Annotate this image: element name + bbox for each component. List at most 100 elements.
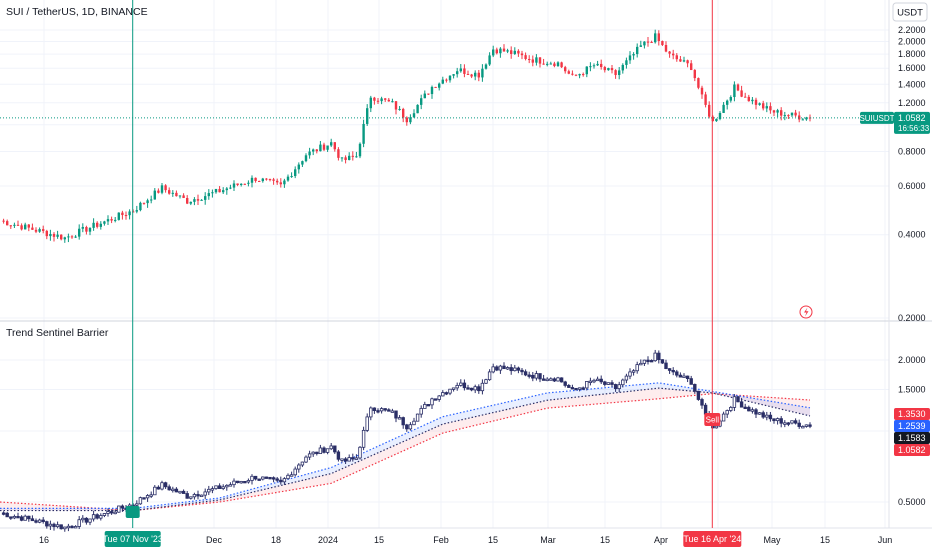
- price-axis-tick: 0.2000: [898, 313, 926, 323]
- price-candle-body: [798, 115, 801, 120]
- ind-candle-body: [275, 478, 279, 481]
- price-candle-body: [236, 183, 239, 185]
- ind-candle-body: [300, 461, 305, 466]
- price-candle-body: [117, 212, 120, 220]
- currency-selector[interactable]: USDT: [892, 2, 928, 22]
- ind-candle-body: [95, 514, 99, 519]
- ind-candle-body: [311, 451, 315, 455]
- ind-candle-body: [189, 496, 193, 499]
- price-candle-body: [124, 215, 128, 217]
- ind-candle-body: [55, 524, 60, 528]
- ind-candle-body: [145, 495, 150, 499]
- ind-candle-body: [207, 488, 211, 493]
- time-axis-tick: Apr: [654, 535, 668, 545]
- price-candle-body: [121, 212, 124, 216]
- ind-candle-body: [45, 521, 49, 527]
- price-candle-body: [81, 227, 84, 229]
- red-fill-area: [0, 388, 810, 511]
- ind-candle-body: [495, 366, 499, 371]
- time-axis-tick: 15: [820, 535, 830, 545]
- ind-candle-body: [390, 410, 395, 413]
- price-candle-body: [466, 73, 470, 75]
- ind-candle-body: [16, 515, 20, 519]
- price-candle-body: [85, 227, 88, 232]
- price-candle-body: [175, 192, 178, 197]
- ind-candle-body: [556, 377, 560, 382]
- price-candle-body: [805, 117, 808, 120]
- ind-candle-body: [214, 485, 218, 490]
- price-candle-body: [348, 155, 351, 160]
- price-candle-body: [13, 224, 16, 226]
- ind-candle-body: [624, 375, 629, 381]
- ind-candle-body: [196, 494, 200, 497]
- indicator-tag-box: [894, 420, 930, 432]
- lightning-icon[interactable]: [799, 305, 813, 319]
- ind-candle-body: [693, 383, 697, 392]
- price-axis-tick: 1.4000: [898, 79, 926, 89]
- price-candle-body: [484, 64, 488, 69]
- symbol-title: SUI / TetherUS, 1D, BINANCE: [6, 6, 148, 18]
- ind-candle-body: [804, 424, 809, 427]
- price-candle-body: [499, 48, 502, 54]
- price-candle-body: [286, 176, 290, 181]
- price-candle-body: [693, 70, 696, 79]
- ind-candle-body: [541, 378, 546, 381]
- ind-candle-body: [289, 474, 294, 477]
- ind-candle-body: [523, 371, 528, 376]
- price-candle-body: [682, 60, 686, 62]
- ind-candle-body: [171, 488, 175, 492]
- price-candle-body: [232, 183, 236, 188]
- price-axis-tick: 1.8000: [898, 49, 926, 59]
- price-candle-body: [142, 202, 146, 204]
- price-candle-body: [787, 115, 790, 117]
- price-candle-body: [358, 143, 362, 157]
- price-candle-body: [625, 60, 628, 65]
- price-candle-body: [801, 119, 804, 121]
- price-candle-body: [402, 108, 405, 118]
- ind-candle-body: [333, 445, 337, 453]
- indicator-tag-box: [894, 432, 930, 444]
- ind-candle-body: [279, 479, 283, 483]
- ind-candle-body: [505, 367, 510, 370]
- price-candle-body: [510, 50, 513, 54]
- price-candle-body: [366, 108, 369, 124]
- ind-candle-body: [199, 494, 204, 498]
- price-axis-tick: 2.2000: [898, 25, 926, 35]
- ind-candle-body: [361, 429, 366, 448]
- ind-candle-body: [577, 387, 582, 390]
- time-axis[interactable]: 16Dec18202415Feb15Mar15Apr15May15Jun: [39, 535, 892, 545]
- ind-candle-body: [27, 515, 31, 520]
- ind-candle-body: [9, 516, 13, 519]
- ind-candle-body: [1, 512, 6, 515]
- ind-candle-body: [351, 457, 355, 460]
- ind-candle-body: [52, 523, 56, 528]
- ind-candle-body: [426, 404, 431, 407]
- price-candle-body: [434, 86, 437, 88]
- ticker-label: SUIUSDT: [859, 114, 894, 123]
- price-candle-body: [254, 177, 257, 181]
- price-candle-body: [664, 44, 668, 52]
- ind-candle-body: [48, 523, 53, 527]
- ind-candle-body: [783, 422, 787, 425]
- ind-candle-body: [30, 518, 35, 522]
- price-candle-body: [571, 73, 574, 75]
- ind-candle-body: [63, 526, 67, 530]
- ind-candle-body: [203, 491, 207, 496]
- time-axis-tick: May: [763, 535, 781, 545]
- indicator-value-tags: 1.3530 1.2539 1.1583 1.0582: [894, 408, 930, 456]
- price-candle-body: [747, 96, 750, 102]
- price-candle-body: [492, 49, 495, 56]
- price-candle-body: [204, 196, 207, 200]
- ind-candle-body: [567, 385, 571, 388]
- price-candle-body: [355, 156, 358, 158]
- price-candle-body: [265, 178, 268, 180]
- price-axis-tick: 0.8000: [898, 146, 926, 156]
- price-axis[interactable]: 0.20000.40000.60000.80001.00001.20001.40…: [898, 25, 926, 323]
- price-candle-body: [452, 74, 455, 76]
- price-candle-body: [337, 149, 340, 158]
- price-candle-body: [168, 190, 171, 194]
- price-candle-body: [96, 222, 99, 227]
- sell-date-text: Tue 16 Apr '24: [683, 534, 741, 544]
- price-candle-body: [610, 68, 614, 71]
